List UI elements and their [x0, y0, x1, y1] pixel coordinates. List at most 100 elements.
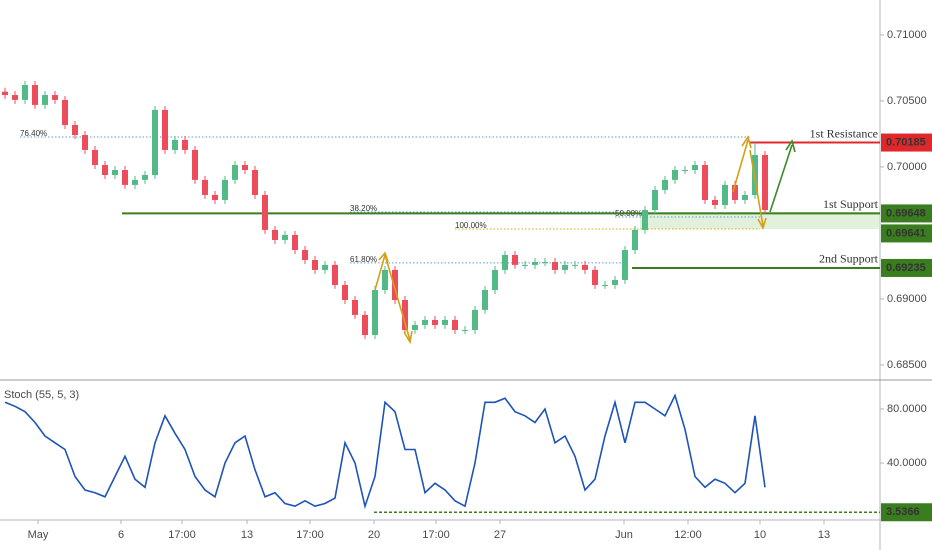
candle-body — [652, 189, 658, 210]
fib-label: 38.20% — [350, 204, 377, 213]
candle-body — [682, 170, 688, 172]
x-tick-label: 17:00 — [296, 529, 324, 541]
y-tick-label: 0.71000 — [887, 29, 927, 41]
oscillator-line — [4, 393, 766, 510]
candle-body — [142, 175, 148, 180]
candle-body — [542, 262, 548, 264]
level-name: 1st Support — [823, 197, 879, 211]
candle-body — [152, 109, 158, 176]
candle-body — [82, 135, 88, 150]
x-tick-label: 27 — [494, 529, 506, 541]
level-name: 1st Resistance — [810, 126, 878, 140]
y-tick-label: 0.70000 — [887, 161, 927, 173]
price-tag-label: 0.69235 — [886, 262, 926, 274]
candle-body — [72, 124, 78, 136]
candle-body — [412, 324, 418, 330]
candle-body — [702, 164, 708, 200]
candle-body — [582, 264, 588, 270]
candle-body — [342, 284, 348, 301]
candle-body — [272, 229, 278, 240]
candle-body — [432, 319, 438, 325]
candle-body — [332, 264, 338, 285]
candle-body — [172, 139, 178, 150]
support-zone — [640, 211, 880, 230]
x-tick-label: 20 — [368, 529, 380, 541]
candle-body — [262, 194, 268, 230]
candle-body — [592, 269, 598, 285]
candle-body — [162, 109, 168, 150]
candle-body — [312, 260, 318, 270]
price-tag-label: 0.69641 — [886, 227, 926, 239]
candle-body — [292, 234, 298, 250]
candle-body — [512, 255, 518, 265]
candle-body — [232, 164, 238, 180]
osc-level-tag — [881, 503, 932, 522]
y-tick-label: 0.70500 — [887, 95, 927, 107]
candle-body — [62, 99, 68, 125]
candle-body — [32, 85, 38, 105]
candle-body — [712, 199, 718, 205]
candle-body — [2, 91, 8, 96]
fib-label: 76.40% — [20, 129, 47, 138]
candle-body — [92, 149, 98, 165]
candle-body — [572, 264, 578, 266]
candle-body — [602, 284, 608, 286]
arrow — [384, 254, 413, 345]
price-tag — [881, 258, 932, 277]
candle-body — [282, 234, 288, 240]
x-tick-label: May — [28, 529, 49, 541]
candle-body — [462, 329, 468, 331]
x-tick-label: 17:00 — [168, 529, 196, 541]
candle-body — [122, 170, 128, 185]
y-tick-label: 0.68500 — [887, 359, 927, 371]
candle-body — [302, 249, 308, 261]
candle-body — [12, 95, 18, 100]
level-name: 2nd Support — [819, 252, 879, 266]
x-tick-label: 17:00 — [422, 529, 450, 541]
candle-body — [532, 262, 538, 265]
candle-body — [722, 184, 728, 205]
fib-label: 61.80% — [350, 255, 377, 264]
candle-body — [562, 264, 568, 270]
x-tick-label: 6 — [118, 529, 124, 541]
arrow — [749, 149, 767, 231]
price-tag — [881, 133, 932, 152]
candle-body — [112, 170, 118, 176]
candle-body — [672, 170, 678, 180]
arrow — [732, 135, 752, 193]
y-tick-label: 0.69000 — [887, 293, 927, 305]
candle-body — [102, 164, 108, 176]
candle-body — [442, 319, 448, 325]
arrows — [374, 135, 796, 345]
osc-level-label: 3.5366 — [886, 506, 920, 518]
price-tag-label: 0.69648 — [886, 207, 926, 219]
candle-body — [662, 179, 668, 190]
candle-body — [222, 179, 228, 200]
x-tick-label: 13 — [241, 529, 253, 541]
candle-body — [522, 264, 528, 266]
oscillator-title: Stoch (55, 5, 3) — [4, 389, 79, 401]
osc-tick-label: 40.0000 — [887, 457, 927, 469]
candle-body — [192, 149, 198, 180]
candle-body — [132, 179, 138, 185]
osc-tick-label: 80.0000 — [887, 403, 927, 415]
candle-body — [612, 279, 618, 285]
candle-body — [202, 179, 208, 195]
price-tag — [881, 224, 932, 243]
candle-body — [742, 194, 748, 200]
x-tick-label: 10 — [754, 529, 766, 541]
candle-body — [372, 289, 378, 335]
candle-body — [42, 95, 48, 105]
candle-body — [402, 300, 408, 330]
candle-body — [392, 269, 398, 301]
candle-body — [422, 319, 428, 325]
arrow — [374, 251, 389, 291]
candle-body — [762, 154, 768, 210]
candle-body — [382, 269, 388, 290]
candle-body — [472, 309, 478, 330]
candle-body — [642, 209, 648, 230]
candle-body — [452, 319, 458, 330]
candle-body — [492, 269, 498, 290]
price-tag — [881, 204, 932, 223]
